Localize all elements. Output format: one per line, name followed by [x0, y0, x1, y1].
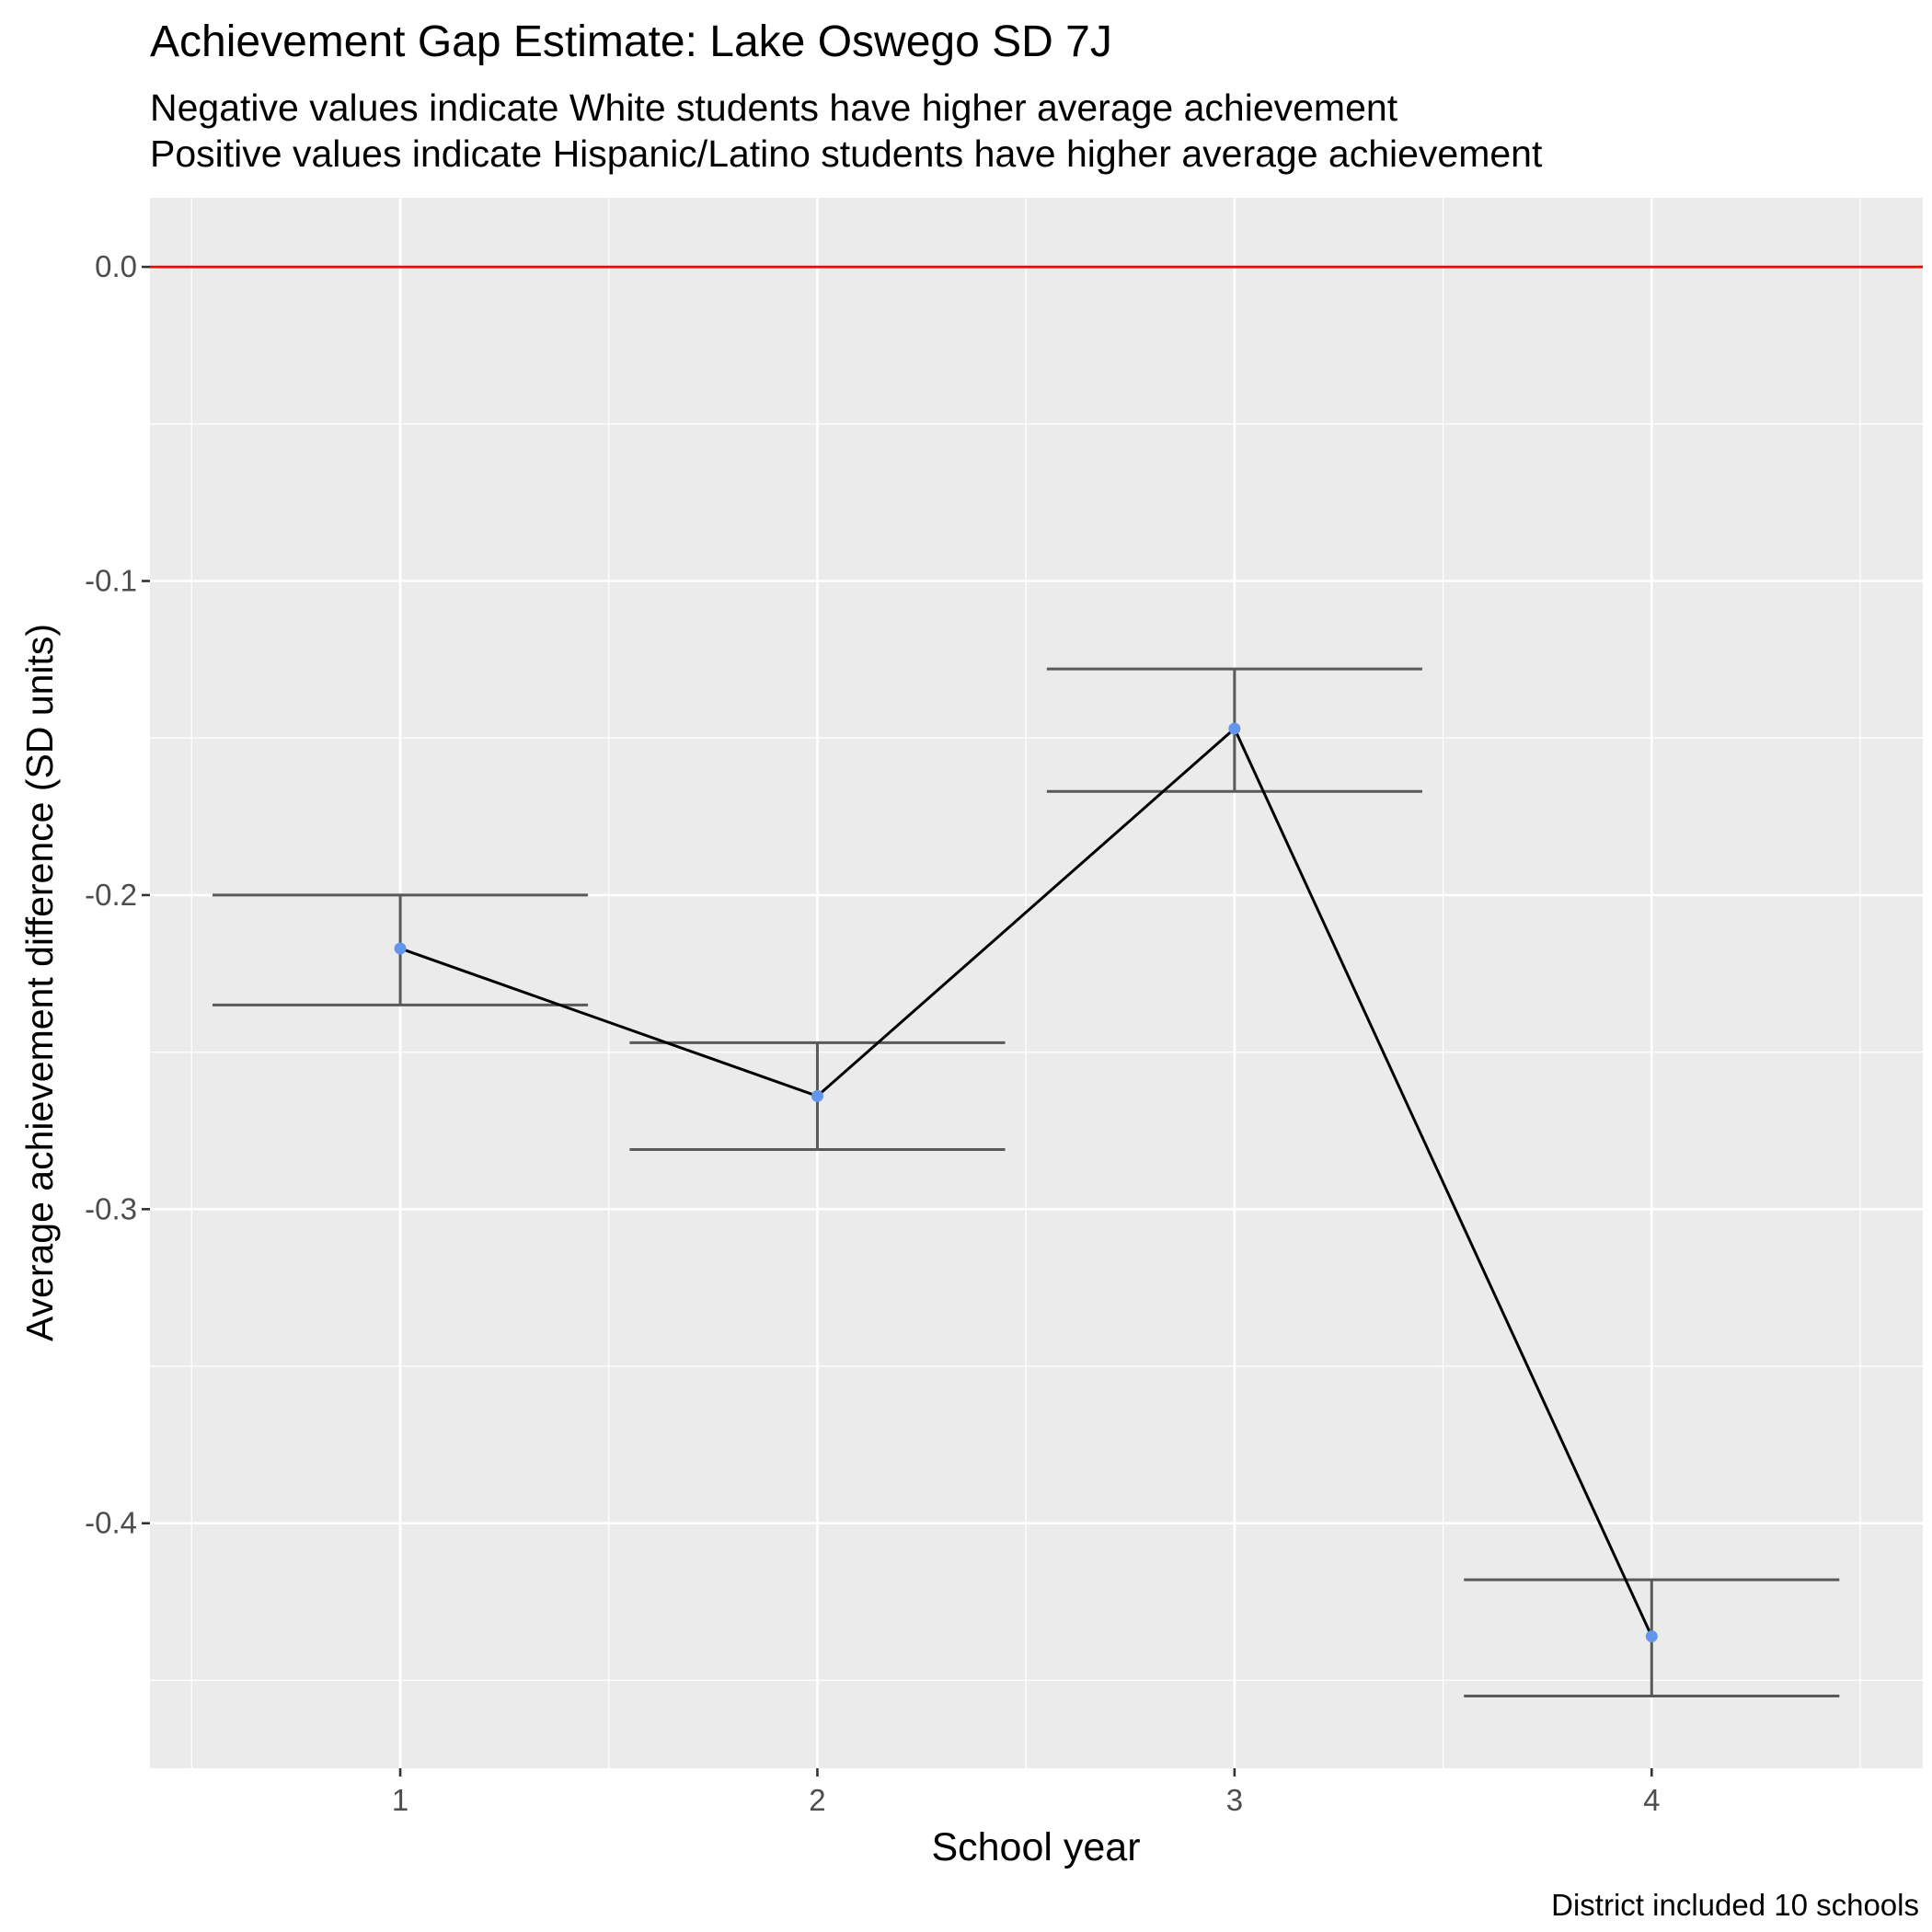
y-tick-label: -0.3: [85, 1191, 137, 1225]
x-tick-label: 1: [392, 1783, 408, 1817]
chart-subtitle-line-2: Positive values indicate Hispanic/Latino…: [150, 132, 1543, 175]
y-axis-ticks: 0.0 -0.1 -0.2 -0.3 -0.4: [85, 249, 150, 1540]
chart-title: Achievement Gap Estimate: Lake Oswego SD…: [150, 17, 1112, 66]
x-axis-ticks: 1 2 3 4: [392, 1768, 1660, 1817]
data-points: [394, 722, 1658, 1643]
x-axis-title: School year: [931, 1825, 1140, 1869]
x-tick-label: 3: [1226, 1783, 1243, 1817]
data-point: [1228, 722, 1241, 735]
y-tick-label: 0.0: [95, 249, 137, 283]
plot-panel: [150, 198, 1923, 1768]
y-tick-label: -0.2: [85, 878, 137, 912]
y-axis-title: Average achievement difference (SD units…: [18, 624, 61, 1341]
data-point: [394, 942, 407, 955]
y-tick-label: -0.4: [85, 1506, 137, 1540]
data-point: [811, 1089, 823, 1102]
gridlines: [150, 198, 1923, 1768]
error-bars: [213, 667, 1840, 1697]
chart-caption: District included 10 schools: [1551, 1888, 1919, 1922]
x-tick-label: 2: [809, 1783, 825, 1817]
x-tick-label: 4: [1643, 1783, 1660, 1817]
chart-subtitle-line-1: Negative values indicate White students …: [150, 86, 1398, 129]
y-tick-label: -0.1: [85, 564, 137, 598]
series-line: [399, 726, 1653, 1638]
series-line-group: [399, 726, 1653, 1638]
data-point: [1645, 1630, 1658, 1643]
